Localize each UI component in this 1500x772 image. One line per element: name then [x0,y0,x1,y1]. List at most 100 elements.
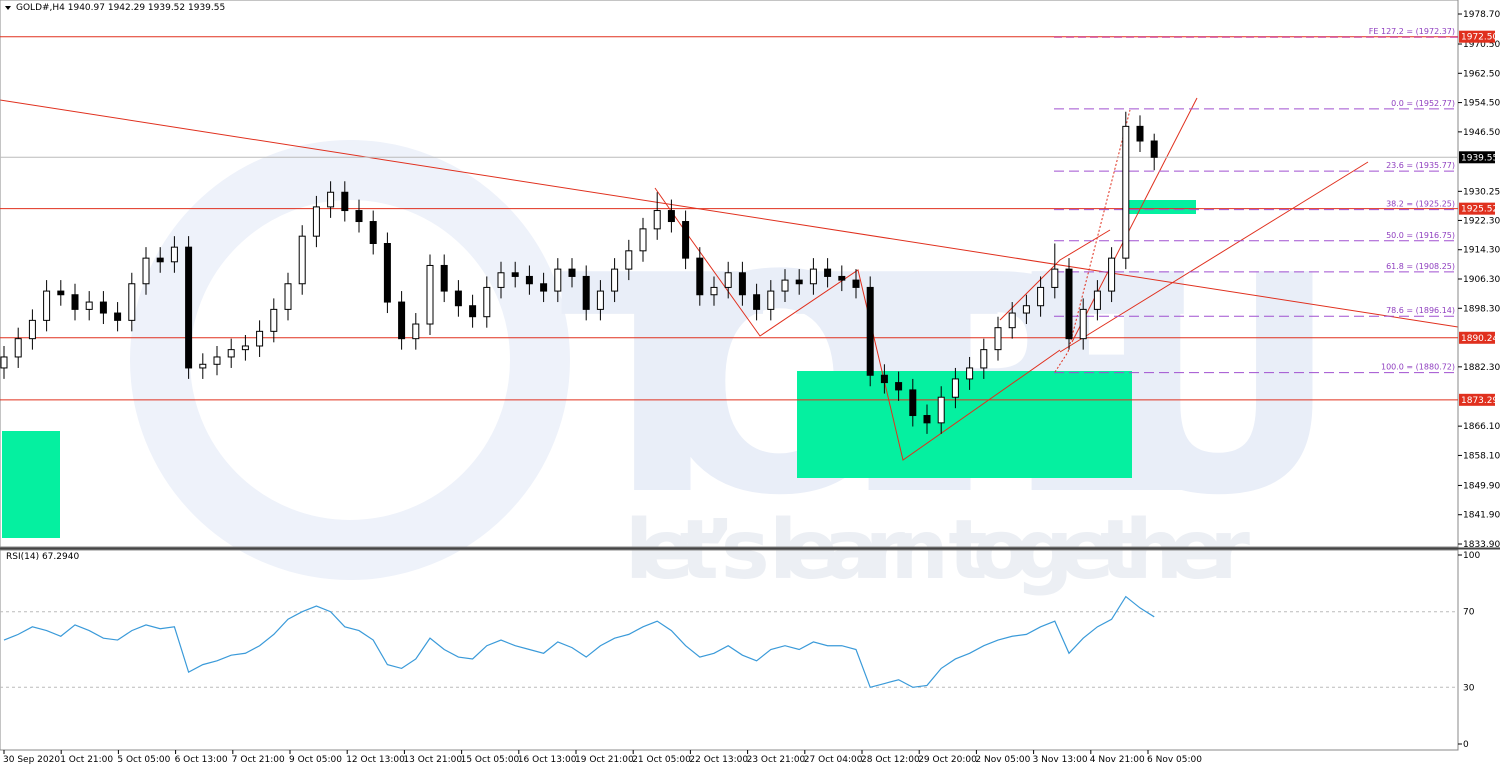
x-tick-label: 16 Oct 13:00 [518,755,577,765]
x-tick-label: 19 Oct 21:00 [575,755,634,765]
candle-body [469,305,477,318]
y-tick-label: 1970.50 [1463,40,1500,50]
candle-body [128,283,136,321]
rsi-frame [0,549,1459,751]
candle-body [554,268,562,292]
candle-body [639,228,647,252]
candle-body [227,349,235,358]
y-tick-label: 1978.70 [1463,10,1500,20]
fib-label: 23.6 = (1935.77) [1386,161,1455,170]
x-tick-label: 1 Oct 21:00 [60,755,113,765]
candle-body [241,345,249,351]
price-tag [1459,331,1495,344]
x-tick-label: 28 Oct 12:00 [861,755,920,765]
candle-body [1093,290,1101,310]
candle-body [312,206,320,237]
menu-arrow[interactable] [5,6,11,10]
y-tick-label: 1898.30 [1463,304,1500,314]
candle-body [696,257,704,296]
x-tick-label: 6 Nov 05:00 [1147,755,1202,765]
y-tick-label: 1866.10 [1463,422,1500,432]
candle-body [937,396,945,424]
candle-body [511,272,519,277]
candle-body [1065,268,1073,340]
y-tick-label: 1922.30 [1463,216,1500,226]
trendline [0,99,1459,328]
x-tick-label: 30 Sep 2020 [3,755,60,765]
candle-body [1122,125,1130,259]
candle-body [525,275,533,285]
x-tick-label: 9 Oct 05:00 [289,755,342,765]
candle-body [426,264,434,325]
candle-body [795,279,803,285]
candle-body [28,319,36,340]
candle-body [213,356,221,365]
price-tag-label: 1873.29 [1461,396,1498,406]
y-tick-label: 1849.90 [1463,481,1500,491]
candle-body [653,210,661,230]
candle-body [298,235,306,285]
rsi-line [3,595,1155,689]
candle-body [43,290,51,321]
candle-body [625,250,633,270]
x-tick-label: 21 Oct 05:00 [632,755,691,765]
candle-body [99,301,107,314]
candle-body [611,268,619,292]
candle-body [1079,308,1087,340]
x-tick-label: 23 Oct 21:00 [747,755,806,765]
price-tag-label: 1925.52 [1461,205,1498,215]
candle-body [284,283,292,310]
x-tick-label: 15 Oct 05:00 [461,755,520,765]
candle-body [582,275,590,310]
candle-body [966,367,974,380]
candle-body [1008,312,1016,329]
rsi-tick-label: 0 [1463,740,1469,750]
fib-label: 78.6 = (1896.14) [1386,306,1455,315]
candle-body [724,272,732,288]
candle-body [85,301,93,310]
price-tag-label: 1939.55 [1461,153,1498,163]
candle-body [483,286,491,318]
price-tag [1459,393,1495,406]
x-tick-label: 5 Oct 05:00 [117,755,170,765]
candle-body [341,191,349,212]
zone [2,431,60,538]
x-tick-label: 27 Oct 04:00 [804,755,863,765]
candle-body [142,257,150,285]
candle-body [596,290,604,310]
trendline [1071,97,1198,343]
x-tick-label: 12 Oct 13:00 [346,755,405,765]
chart-title: GOLD#,H4 1940.97 1942.29 1939.52 1939.55 [16,3,225,13]
zone [1126,200,1196,214]
price-tag-label: 1890.24 [1461,334,1498,344]
candle-body [270,308,278,332]
candle-body [369,221,377,244]
candle-body [824,268,832,277]
candle-body [454,290,462,307]
candle-body [170,246,178,263]
y-tick-label: 1914.30 [1463,246,1500,256]
x-tick-label: 6 Oct 13:00 [175,755,228,765]
candle-body [838,275,846,281]
candle-body [256,330,264,347]
x-tick-label: 7 Oct 21:00 [232,755,285,765]
rsi-tick-label: 70 [1463,608,1475,618]
candle-body [667,210,675,223]
trendline [1059,161,1369,353]
zones [2,200,1196,538]
candle-body [497,272,505,288]
candle-body [540,283,548,292]
candle-body [14,338,22,358]
candle-body [1108,257,1116,292]
candle-body [994,327,1002,351]
fib-label: 50.0 = (1916.75) [1386,231,1455,240]
y-tick-label: 1841.90 [1463,511,1500,521]
fib-label: 38.2 = (1925.25) [1386,200,1455,209]
price-tag [1459,202,1495,215]
y-tick-label: 1962.50 [1463,69,1500,79]
candle-body [327,191,335,208]
candle-body [57,290,65,296]
y-tick-label: 1930.25 [1463,187,1500,197]
